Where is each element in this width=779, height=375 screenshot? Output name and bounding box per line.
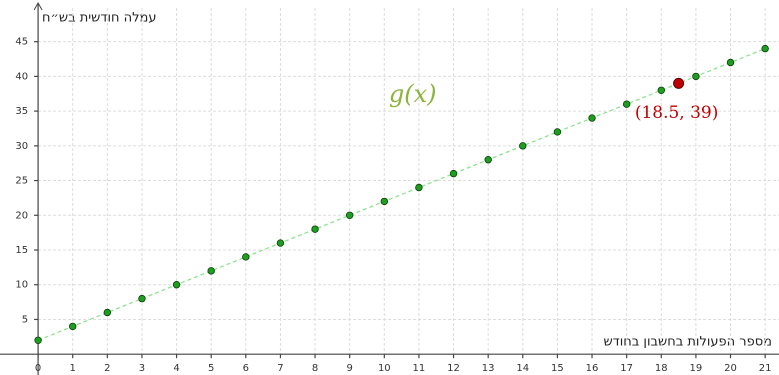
x-tick-label: 8	[312, 363, 318, 374]
x-tick-label: 5	[208, 363, 214, 374]
point	[692, 72, 700, 81]
y-axis-arrow	[33, 1, 43, 11]
x-tick-label: 11	[413, 363, 426, 374]
series-label: g(x)	[389, 80, 437, 108]
x-tick-label: 1	[70, 363, 76, 374]
y-tick-label: 25	[15, 176, 28, 187]
point	[622, 100, 631, 108]
y-tick-label: 40	[15, 71, 28, 82]
point	[138, 294, 146, 303]
x-tick-label: 18	[655, 363, 668, 374]
line	[37, 48, 766, 341]
point	[103, 308, 112, 317]
x-tick-label: 13	[482, 363, 495, 374]
point	[380, 197, 389, 206]
x-axis-label: מספר הפעולות בחשבון בחודש	[603, 335, 772, 350]
y-tick-label: 15	[15, 245, 28, 256]
point	[519, 142, 527, 150]
x-tick-label: 4	[173, 363, 179, 374]
x-tick-label: 16	[586, 363, 599, 374]
y-axis-label: עמלה חודשית בש״ח	[42, 11, 157, 26]
point	[311, 225, 319, 233]
point	[415, 183, 423, 192]
x-tick-label: 6	[243, 363, 249, 374]
x-tick-label: 3	[139, 363, 145, 374]
point	[761, 44, 769, 53]
x-tick-label: 17	[620, 363, 633, 374]
x-tick-label: 19	[690, 363, 703, 374]
x-tick-label: 12	[447, 363, 460, 374]
highlight-point	[673, 77, 685, 89]
x-tick-label: 7	[277, 363, 283, 374]
point	[484, 156, 492, 164]
y-tick-label: 35	[15, 106, 28, 117]
x-tick-label: 21	[759, 363, 772, 374]
point	[207, 267, 215, 275]
x-tick-label: 20	[724, 363, 737, 374]
x-tick-label: 2	[104, 363, 110, 374]
point	[172, 281, 181, 289]
x-tick-label: 9	[346, 363, 352, 374]
x-tick-label: 15	[551, 363, 564, 374]
x-tick-label: 14	[516, 363, 529, 374]
point	[588, 114, 596, 122]
point	[345, 211, 354, 219]
y-tick-label: 20	[15, 210, 28, 221]
y-tick-label: 10	[15, 280, 28, 291]
point	[276, 239, 285, 247]
highlight-label: (18.5, 39)	[635, 103, 719, 123]
point	[34, 336, 42, 344]
point	[242, 253, 250, 261]
point	[657, 86, 665, 94]
y-tick-label: 45	[15, 37, 28, 48]
point	[553, 128, 562, 136]
point	[69, 322, 77, 331]
y-tick-label: 30	[15, 141, 28, 152]
y-tick-label: 5	[22, 314, 28, 325]
point	[726, 58, 735, 67]
x-tick-label: 10	[378, 363, 391, 374]
point	[449, 169, 458, 178]
